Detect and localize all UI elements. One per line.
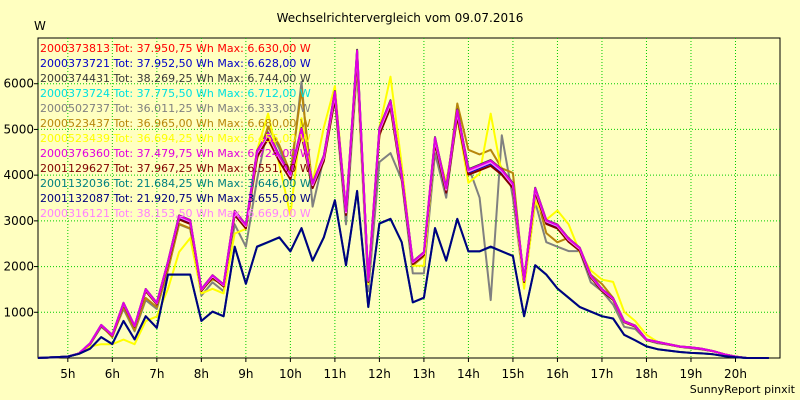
y-tick-label: 5000 <box>3 122 34 136</box>
legend-entry: 2000523437 Tot: 36.965,00 Wh Max: 6.680,… <box>40 117 311 130</box>
y-tick-label: 6000 <box>3 77 34 91</box>
legend-entry: 2000502737 Tot: 36.011,25 Wh Max: 6.333,… <box>40 102 311 115</box>
y-tick-label: 4000 <box>3 168 34 182</box>
y-axis-unit: W <box>34 19 46 33</box>
x-tick-label: 9h <box>238 367 253 381</box>
legend-entry: 2000373721 Tot: 37.952,50 Wh Max: 6.628,… <box>40 57 311 70</box>
x-tick-label: 10h <box>279 367 302 381</box>
x-tick-label: 11h <box>323 367 346 381</box>
x-tick-label: 15h <box>501 367 524 381</box>
y-tick-label: 2000 <box>3 260 34 274</box>
x-tick-label: 12h <box>368 367 391 381</box>
x-tick-label: 18h <box>635 367 658 381</box>
y-tick-label: 3000 <box>3 214 34 228</box>
series-line <box>37 49 769 359</box>
legend-entry: 2001132087 Tot: 21.920,75 Wh Max: 3.655,… <box>40 192 311 205</box>
x-tick-label: 7h <box>149 367 164 381</box>
x-tick-label: 6h <box>105 367 120 381</box>
footer-credit: SunnyReport pinxit <box>690 383 796 396</box>
series-line <box>37 189 769 359</box>
legend-entry: 2000523439 Tot: 36.694,25 Wh Max: 6.455,… <box>40 132 311 145</box>
legend-entry: 2000316121 Tot: 38.153,50 Wh Max: 6.669,… <box>40 207 311 220</box>
y-tick-label: 1000 <box>3 305 34 319</box>
x-tick-label: 14h <box>457 367 480 381</box>
legend-entry: 2000374431 Tot: 38.269,25 Wh Max: 6.744,… <box>40 72 311 85</box>
x-tick-label: 20h <box>724 367 747 381</box>
legend-entry: 2000376360 Tot: 37.479,75 Wh Max: 6.724,… <box>40 147 311 160</box>
series-line <box>37 61 769 359</box>
legend-entry: 2001129627 Tot: 37.967,25 Wh Max: 6.551,… <box>40 162 311 175</box>
x-tick-label: 5h <box>60 367 75 381</box>
x-tick-label: 8h <box>194 367 209 381</box>
plot-frame <box>37 37 781 359</box>
x-tick-label: 17h <box>591 367 614 381</box>
legend-entry: 2000373724 Tot: 37.775,50 Wh Max: 6.712,… <box>40 87 311 100</box>
legend-entry: 2001132036 Tot: 21.684,25 Wh Max: 3.646,… <box>40 177 311 190</box>
x-tick-label: 19h <box>680 367 703 381</box>
legend-entry: 2000373813 Tot: 37.950,75 Wh Max: 6.630,… <box>40 42 311 55</box>
x-tick-label: 13h <box>412 367 435 381</box>
chart-title: Wechselrichtervergleich vom 09.07.2016 <box>277 11 524 25</box>
x-tick-label: 16h <box>546 367 569 381</box>
